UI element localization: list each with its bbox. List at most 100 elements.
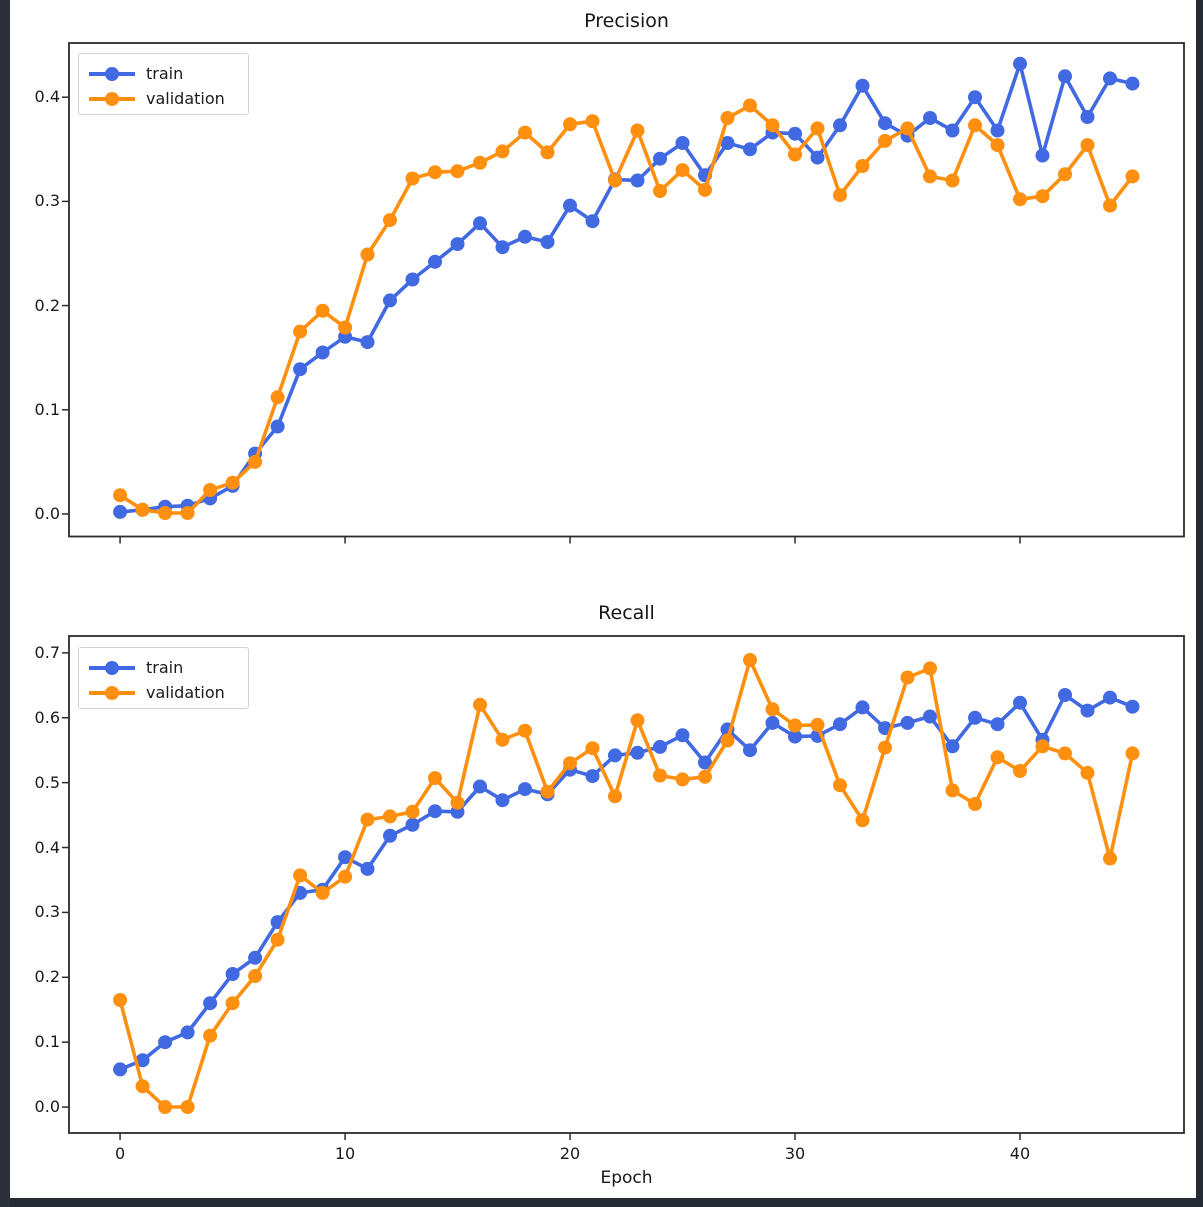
series-validation-marker — [608, 173, 622, 188]
series-validation-marker — [203, 483, 218, 497]
series-train-line — [118, 693, 1135, 1072]
series-train-marker — [765, 715, 780, 730]
series-train-marker — [1125, 699, 1140, 714]
series-validation-marker — [923, 661, 937, 676]
series-validation-marker — [833, 188, 847, 203]
series-train-marker — [855, 78, 870, 93]
series-train-marker — [113, 1062, 128, 1077]
series-validation-marker — [1013, 192, 1027, 207]
series-train-marker — [450, 237, 465, 252]
legend-label-train: train — [146, 64, 184, 83]
series-validation-marker — [473, 697, 487, 712]
series-validation-marker — [1080, 765, 1095, 780]
series-train-line — [118, 61, 1135, 514]
series-validation-marker — [563, 117, 577, 132]
series-validation-marker — [765, 702, 780, 717]
series-validation-marker — [630, 123, 645, 138]
series-train-marker — [405, 817, 420, 832]
series-validation-marker — [968, 118, 982, 133]
series-validation-marker — [900, 670, 915, 685]
series-validation-marker — [743, 653, 757, 667]
series-train-marker — [1013, 56, 1027, 71]
y-tick-label: 0.1 — [34, 1032, 60, 1052]
series-train-marker — [225, 967, 240, 981]
series-validation-marker — [1103, 851, 1117, 866]
y-tick-label: 0.4 — [34, 87, 60, 107]
series-train-marker — [158, 1035, 173, 1050]
series-validation-marker — [495, 732, 510, 747]
series-train-marker — [405, 272, 420, 287]
series-validation-marker — [878, 133, 892, 148]
series-train-marker — [788, 126, 802, 141]
series-validation-marker — [675, 772, 690, 787]
y-tick-label: 0.2 — [34, 967, 60, 987]
series-train-marker — [855, 700, 870, 715]
series-train-marker — [743, 142, 757, 157]
series-validation-marker — [450, 795, 465, 810]
series-train-marker — [180, 1025, 195, 1040]
series-validation-marker — [180, 1100, 195, 1114]
series-validation-marker — [945, 783, 960, 798]
series-validation-line — [118, 103, 1135, 515]
series-train-marker — [630, 173, 645, 188]
series-validation-marker — [405, 171, 420, 186]
series-train-marker — [1058, 69, 1072, 84]
series-validation-marker — [495, 144, 510, 159]
series-train-marker — [810, 150, 825, 165]
series-validation-marker — [788, 147, 802, 162]
series-validation-marker — [1058, 167, 1072, 182]
series-validation-marker — [450, 164, 465, 179]
series-train-marker — [698, 755, 712, 770]
series-validation-marker — [158, 1100, 173, 1114]
axes-spines — [68, 42, 1185, 538]
x-tick-label: 30 — [784, 1144, 806, 1163]
series-validation-marker — [225, 996, 240, 1011]
series-train-marker — [675, 728, 690, 743]
series-train-marker — [135, 1053, 150, 1068]
series-train-marker — [338, 850, 353, 865]
recall-chart-title: Recall — [598, 602, 655, 624]
series-train-marker — [675, 136, 690, 150]
series-validation-marker — [585, 114, 600, 129]
validation-line-marker-swatch — [89, 685, 135, 700]
series-validation-marker — [945, 173, 960, 188]
series-validation-marker — [225, 475, 240, 490]
series-train-marker — [1058, 688, 1072, 702]
y-tick-label: 0.2 — [34, 295, 60, 315]
series-validation-marker — [630, 713, 645, 728]
x-tick-label: 10 — [334, 1144, 356, 1163]
series-validation-marker — [585, 741, 600, 756]
series-validation-marker — [360, 247, 375, 262]
series-train-marker — [945, 123, 960, 138]
left-dark-strip — [0, 0, 10, 1207]
series-validation-marker — [248, 454, 263, 469]
series-validation-marker — [1125, 169, 1140, 184]
series-train-marker — [495, 240, 510, 255]
series-validation-marker — [270, 390, 285, 405]
series-train-marker — [788, 729, 802, 744]
series-validation-marker — [1125, 746, 1140, 761]
series-train-marker — [990, 717, 1005, 732]
validation-line-marker-swatch — [89, 91, 135, 106]
series-validation-marker — [878, 740, 892, 755]
series-validation-marker — [293, 868, 308, 883]
x-tick-label: 20 — [559, 1144, 581, 1163]
series-validation-marker — [675, 163, 690, 178]
series-train-marker — [833, 118, 847, 133]
series-train-marker — [833, 717, 847, 732]
series-train-marker — [293, 362, 308, 377]
series-validation-marker — [1080, 138, 1095, 153]
y-tick-label: 0.1 — [34, 399, 60, 419]
series-train-marker — [518, 229, 532, 244]
x-axis-label: Epoch — [600, 1168, 653, 1188]
series-train-marker — [360, 335, 375, 350]
series-validation-marker — [540, 784, 555, 799]
series-validation-marker — [720, 733, 735, 748]
series-validation-marker — [698, 769, 712, 784]
x-tick-label: 40 — [1009, 1144, 1031, 1163]
legend-label-validation: validation — [146, 89, 225, 108]
series-train-marker — [990, 123, 1005, 138]
series-train-marker — [1080, 703, 1095, 718]
series-train-marker — [563, 198, 577, 213]
